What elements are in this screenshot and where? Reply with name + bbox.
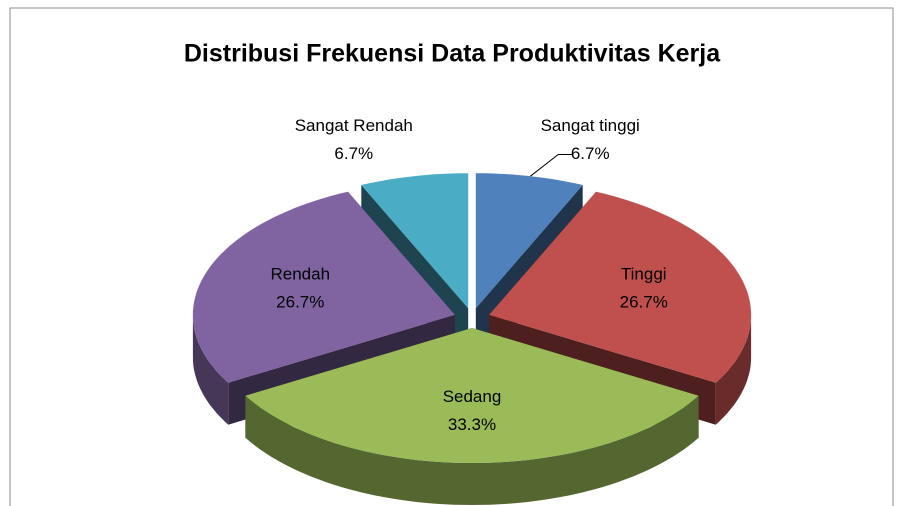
data-label-category: Sedang [443,387,502,406]
chart-title: Distribusi Frekuensi Data Produktivitas … [184,40,721,68]
data-label-category: Sangat tinggi [541,116,640,135]
data-label-value: 6.7% [571,144,610,163]
data-label-category: Sangat Rendah [295,116,413,135]
pie-slice [192,191,455,383]
pie-slice [489,191,752,383]
data-label-value: 33.3% [448,415,496,434]
pie-slice [475,173,583,309]
pie-slice [245,328,699,463]
data-label-value: 26.7% [620,293,668,312]
pie-slice [361,173,469,309]
slice-side [715,314,752,425]
data-label-category: Tinggi [621,265,667,284]
leader-line [530,154,573,177]
data-label-value: 6.7% [334,144,373,163]
slice-side [245,395,699,505]
data-label-value: 26.7% [276,293,324,312]
data-label-category: Rendah [271,265,331,284]
slice-side [192,314,229,425]
